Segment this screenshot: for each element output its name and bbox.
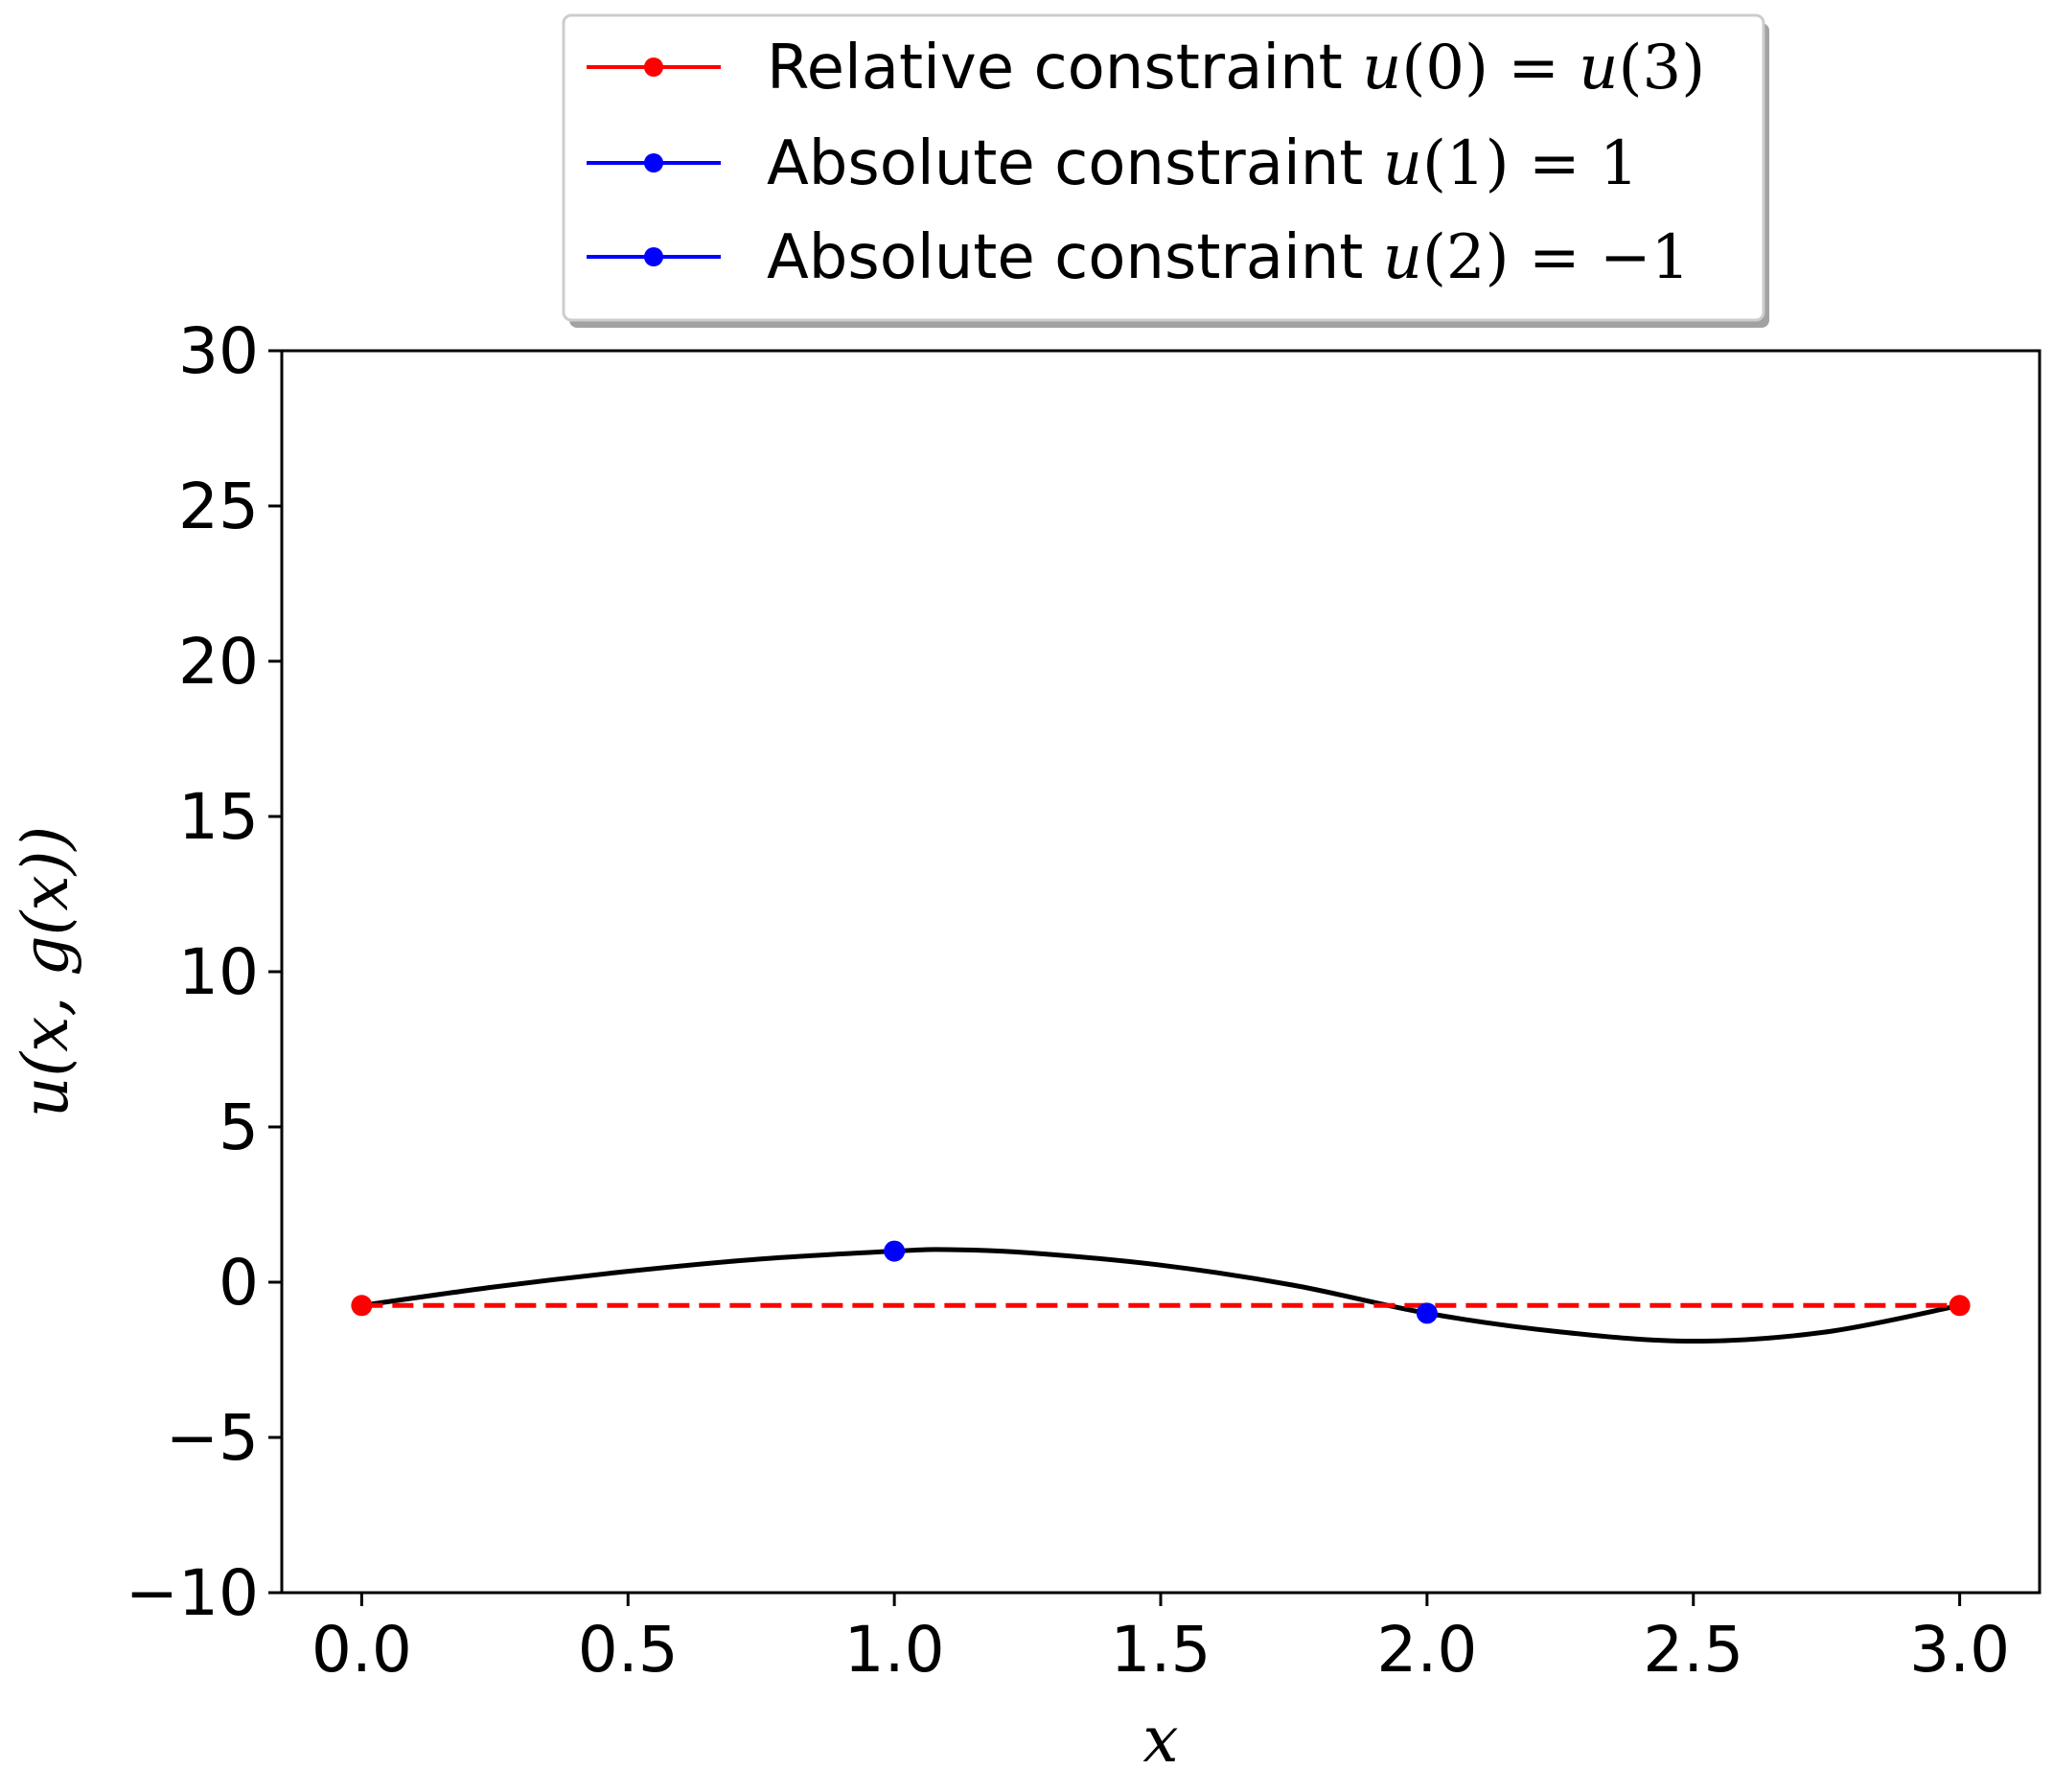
x-tick-label: 2.0	[1376, 1613, 1477, 1687]
legend-marker-relative	[644, 57, 663, 77]
y-tick-label: −10	[126, 1556, 259, 1630]
y-axis: −10 −5 0 5 10 15 20 25 30	[126, 314, 282, 1630]
legend-entry-relative: Relative constraint u(0) = u(3)	[587, 33, 1705, 103]
legend-label-absolute-2-prefix: Absolute constraint	[767, 222, 1383, 293]
absolute-constraint-point-1	[884, 1240, 906, 1262]
y-tick-label: 30	[178, 314, 259, 388]
x-tick-label: 1.5	[1111, 1613, 1211, 1687]
y-tick-label: −5	[166, 1401, 259, 1475]
y-tick-label: 5	[219, 1091, 259, 1164]
y-tick-label: 15	[178, 780, 259, 854]
plot-area	[280, 349, 2041, 1595]
legend-label-absolute-1: Absolute constraint u(1) = 1	[767, 128, 1639, 199]
relative-constraint-point	[351, 1295, 373, 1317]
legend-marker-absolute-2	[644, 247, 663, 266]
x-tick-label: 3.0	[1909, 1613, 2010, 1687]
x-axis: 0.0 0.5 1.0 1.5 2.0 2.5 3.0	[311, 1593, 2010, 1687]
x-tick-label: 0.0	[311, 1613, 412, 1687]
legend-entry-absolute-1: Absolute constraint u(1) = 1	[587, 128, 1639, 199]
legend-label-absolute-2-math: u(2) = −1	[1383, 222, 1691, 293]
y-tick-label: 20	[178, 625, 259, 699]
curve-u	[361, 1247, 1961, 1344]
relative-constraint-point	[1949, 1295, 1971, 1317]
y-tick-label: 10	[178, 935, 259, 1009]
legend-label-relative: Relative constraint u(0) = u(3)	[767, 33, 1705, 103]
x-tick-label: 0.5	[578, 1613, 679, 1687]
legend-label-absolute-1-prefix: Absolute constraint	[767, 128, 1383, 199]
x-tick-label: 1.0	[844, 1613, 945, 1687]
plot-marks	[351, 1240, 1971, 1344]
y-axis-label: u(x, g(x))	[9, 826, 82, 1117]
legend: Relative constraint u(0) = u(3) Absolute…	[562, 13, 1769, 328]
legend-label-relative-math: u(0) = u(3)	[1362, 33, 1705, 103]
x-axis-label: x	[1142, 1703, 1178, 1777]
legend-marker-absolute-1	[644, 153, 663, 172]
legend-entry-absolute-2: Absolute constraint u(2) = −1	[587, 222, 1690, 293]
legend-label-absolute-2: Absolute constraint u(2) = −1	[767, 222, 1690, 293]
legend-label-relative-prefix: Relative constraint	[767, 33, 1362, 103]
y-tick-label: 25	[178, 470, 259, 543]
absolute-constraint-point-2	[1416, 1302, 1438, 1324]
y-tick-label: 0	[219, 1246, 259, 1320]
legend-label-absolute-1-math: u(1) = 1	[1383, 128, 1639, 199]
legend-box	[562, 13, 1765, 322]
x-tick-label: 2.5	[1643, 1613, 1743, 1687]
